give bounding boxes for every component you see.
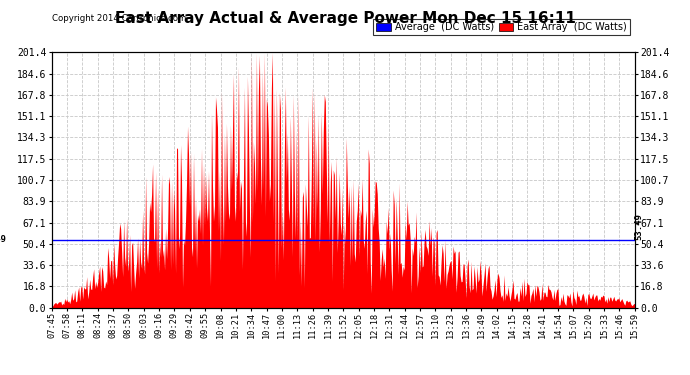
Text: East Array Actual & Average Power Mon Dec 15 16:11: East Array Actual & Average Power Mon De… [115, 11, 575, 26]
Legend: Average  (DC Watts), East Array  (DC Watts): Average (DC Watts), East Array (DC Watts… [373, 19, 630, 35]
Text: 53.49: 53.49 [635, 213, 644, 240]
Text: 53.49: 53.49 [0, 235, 6, 244]
Text: Copyright 2014 Cartronics.com: Copyright 2014 Cartronics.com [52, 14, 186, 23]
